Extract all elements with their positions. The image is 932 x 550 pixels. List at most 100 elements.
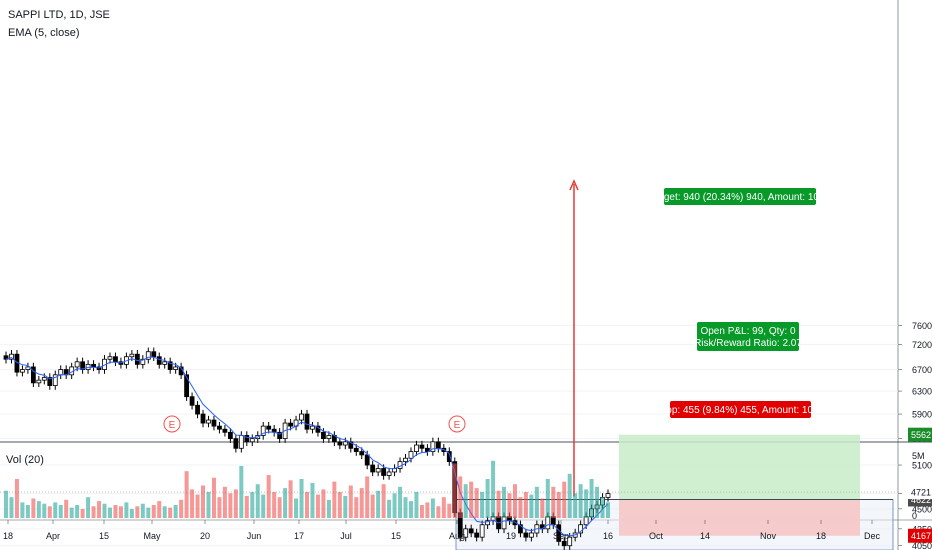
volume-bar <box>469 481 474 518</box>
price-tick-label: 6700 <box>912 365 932 375</box>
target-label-text: Target: 940 (20.34%) 940, Amount: 1000 <box>650 192 831 203</box>
volume-bar <box>195 494 200 518</box>
candle-down <box>321 431 326 440</box>
price-tick-label: 6300 <box>912 387 932 397</box>
volume-bar <box>392 493 397 518</box>
time-tick-label: Sep <box>553 531 569 541</box>
candle-down <box>151 351 157 358</box>
last-close-tag-text: 4721 <box>911 488 931 498</box>
ema-line <box>5 356 609 537</box>
earnings-marker[interactable]: E <box>163 415 181 433</box>
time-tick-label: 18 <box>816 531 826 541</box>
volume-tick-label: 5M <box>912 451 925 461</box>
price-axis[interactable]: 7600720067006300590055005100470045004250… <box>898 321 932 550</box>
candle-down <box>419 444 425 449</box>
volume-bar <box>86 497 91 518</box>
volume-bar <box>80 508 85 518</box>
volume-bar <box>201 485 206 518</box>
volume-bar <box>250 492 255 518</box>
candle-down <box>47 377 53 386</box>
volume-bar <box>425 502 430 518</box>
volume-bar <box>430 498 435 518</box>
volume-bar <box>359 488 364 518</box>
volume-bar <box>14 479 19 518</box>
candle-down <box>435 441 441 449</box>
price-tick-label: 7600 <box>912 321 932 331</box>
last-close-tag: 4721 <box>908 485 932 500</box>
candle-up <box>414 444 419 452</box>
candle-up <box>605 493 611 498</box>
time-tick-label: 18 <box>3 531 13 541</box>
volume-bar <box>228 493 233 518</box>
price-tick-label: 5100 <box>912 461 932 471</box>
candle-down <box>156 356 162 365</box>
volume-bar <box>310 482 315 518</box>
volume-bar <box>206 492 211 518</box>
candle-up <box>578 524 584 534</box>
volume-bar <box>211 477 216 518</box>
earnings-marker-label: E <box>169 420 176 431</box>
candle-down <box>561 541 567 547</box>
volume-bar <box>600 497 605 518</box>
candle-down <box>277 431 283 440</box>
volume-bar <box>403 497 408 518</box>
candle-up <box>52 374 58 386</box>
volume-bar <box>480 492 485 518</box>
candle-down <box>134 353 140 365</box>
ema-indicator-label[interactable]: EMA (5, close) <box>8 27 80 39</box>
time-tick-label: 14 <box>700 531 710 541</box>
time-tick-label: 20 <box>200 531 210 541</box>
volume-bar <box>584 489 589 518</box>
volume-bar <box>447 503 452 518</box>
volume-bar <box>436 506 441 518</box>
volume-indicator-label[interactable]: Vol (20) <box>6 454 44 466</box>
volume-bar <box>376 490 381 518</box>
candle-up <box>567 536 573 547</box>
candle-down <box>348 441 354 449</box>
time-tick-label: May <box>143 531 161 541</box>
volume-bar <box>272 492 277 518</box>
candle-down <box>233 438 239 449</box>
volume-bar <box>463 484 468 518</box>
target-arrow-head <box>569 179 579 191</box>
time-tick-label: 16 <box>603 531 613 541</box>
candle-up <box>129 353 135 358</box>
candle-down <box>167 361 173 370</box>
pnl-label-text: Risk/Reward Ratio: 2.07 <box>694 338 802 349</box>
candle-up <box>260 425 266 436</box>
volume-bar <box>162 506 167 518</box>
volume-bar <box>244 495 249 518</box>
volume-bar <box>53 502 58 518</box>
candle-down <box>195 404 200 415</box>
volume-bar <box>118 506 123 518</box>
volume-bar <box>36 501 41 518</box>
volume-bar <box>283 488 288 518</box>
candle-up <box>342 441 348 446</box>
candle-down <box>222 428 228 433</box>
candle-down <box>446 451 452 463</box>
volume-bar <box>47 506 52 518</box>
volume-bar <box>567 473 572 518</box>
candle-down <box>556 524 562 542</box>
volume-bar <box>491 460 496 518</box>
candle-up <box>326 435 332 440</box>
time-tick-label: 15 <box>99 531 109 541</box>
stop-label-text: Stop: 455 (9.84%) 455, Amount: 1000 <box>657 405 825 416</box>
candle-up <box>501 516 507 530</box>
volume-bar <box>474 488 479 518</box>
volume-bar <box>354 497 359 518</box>
volume-axis: 5M 0 <box>912 451 925 521</box>
volume-bar <box>107 507 112 518</box>
volume-bar <box>4 490 8 518</box>
earnings-marker[interactable]: E <box>448 415 466 433</box>
volume-bar <box>408 501 413 518</box>
candle-down <box>424 447 430 452</box>
volume-bar <box>545 479 550 518</box>
candle-down <box>80 361 86 370</box>
time-axis[interactable]: 18 Apr 15 May 20 Jun 17 Jul 15 Aug 19 Sep 16 Oct 14 Nov… <box>3 520 881 541</box>
volume-bar <box>97 501 102 518</box>
volume-bar <box>326 499 331 518</box>
volume-bar <box>69 507 74 518</box>
target-price-tag-text: 5562 <box>911 430 931 440</box>
